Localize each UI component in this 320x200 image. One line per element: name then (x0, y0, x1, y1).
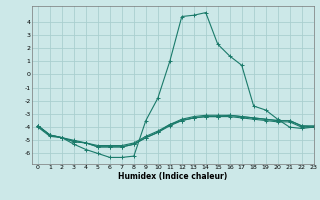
X-axis label: Humidex (Indice chaleur): Humidex (Indice chaleur) (118, 172, 228, 181)
